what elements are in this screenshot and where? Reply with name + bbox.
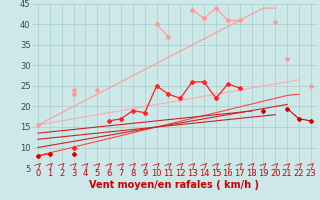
X-axis label: Vent moyen/en rafales ( km/h ): Vent moyen/en rafales ( km/h ) bbox=[89, 180, 260, 190]
